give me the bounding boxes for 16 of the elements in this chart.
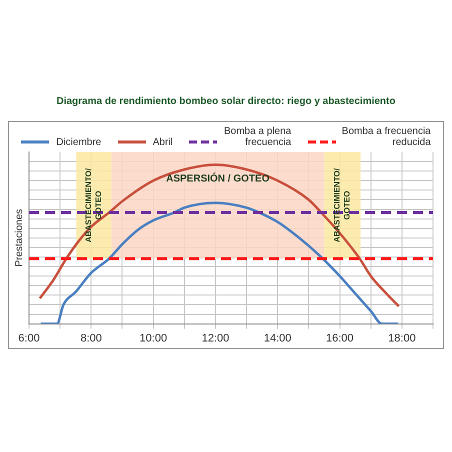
x-tick-label: 14:00 [264, 332, 292, 344]
chart-title: Diagrama de rendimiento bombeo solar directo: riego y abastecimiento [56, 96, 396, 107]
legend-label: Bomba a plena frecuencia [222, 126, 292, 148]
x-tick-label: 12:00 [202, 332, 230, 344]
x-tick-label: 10:00 [140, 332, 168, 344]
x-tick-label: 6:00 [18, 332, 40, 344]
band-label: ABASTECIMIENTO/ GOTEO [84, 167, 103, 242]
y-axis-title: Prestaciones [14, 208, 25, 267]
legend-label: Bomba a frecuencia reducida [340, 126, 431, 148]
x-tick-label: 16:00 [326, 332, 354, 344]
x-tick-label: 18:00 [388, 332, 416, 344]
x-tick-label: 8:00 [80, 332, 102, 344]
legend-label: Diciembre [55, 137, 102, 148]
legend-label: Abril [152, 137, 173, 148]
band-label: ABASTECIMIENTO/ GOTEO [332, 167, 352, 242]
band-label: ASPERSIÓN / GOTEO [166, 172, 270, 184]
